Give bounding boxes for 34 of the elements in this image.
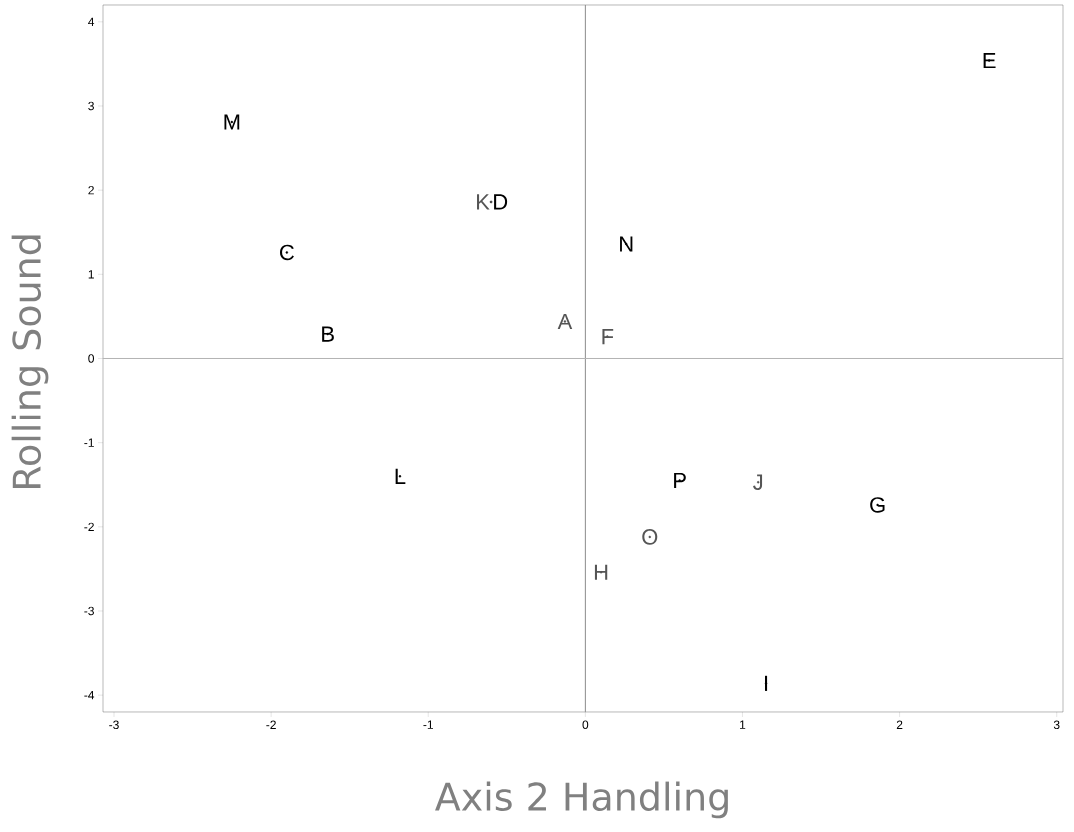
x-tick-label: 3 (1053, 720, 1060, 730)
y-tick-label: -4 (84, 691, 95, 700)
series-label: O (642, 529, 658, 545)
y-tick-label: 2 (88, 185, 94, 195)
y-tick-label: 3 (88, 101, 94, 111)
x-axis-title: Axis 2 Handling (435, 781, 728, 819)
series-label: M (224, 114, 240, 130)
y-tick-label: -3 (84, 606, 94, 616)
y-axis-title: Rolling Sound (11, 235, 49, 489)
series-label: C (280, 244, 294, 261)
x-tick-label: -2 (266, 720, 276, 729)
x-tick-label: 2 (896, 720, 903, 729)
y-tick-label: 4 (88, 17, 95, 26)
series-label: E (983, 52, 996, 69)
series-label: A (557, 313, 573, 330)
y-tick-label: -1 (84, 438, 94, 447)
y-tick-label: -2 (84, 522, 94, 532)
x-tick-label: 1 (740, 720, 746, 729)
series-label: F (602, 329, 614, 345)
series-label: P (674, 472, 686, 489)
series-label: B (322, 326, 334, 342)
series-label: J (753, 474, 763, 490)
x-tick-label: 0 (582, 720, 589, 730)
series-label: L (395, 468, 406, 484)
series-label: D (494, 194, 508, 210)
series-label: N (620, 236, 633, 252)
y-tick-label: 1 (88, 270, 94, 279)
x-tick-label: -1 (423, 720, 433, 729)
y-tick-label: 0 (88, 354, 95, 363)
series-label: I (765, 675, 768, 691)
x-tick-label: -3 (109, 720, 119, 730)
series-label: K (477, 194, 490, 210)
series-label: G (870, 497, 885, 513)
series-label: H (594, 564, 608, 580)
